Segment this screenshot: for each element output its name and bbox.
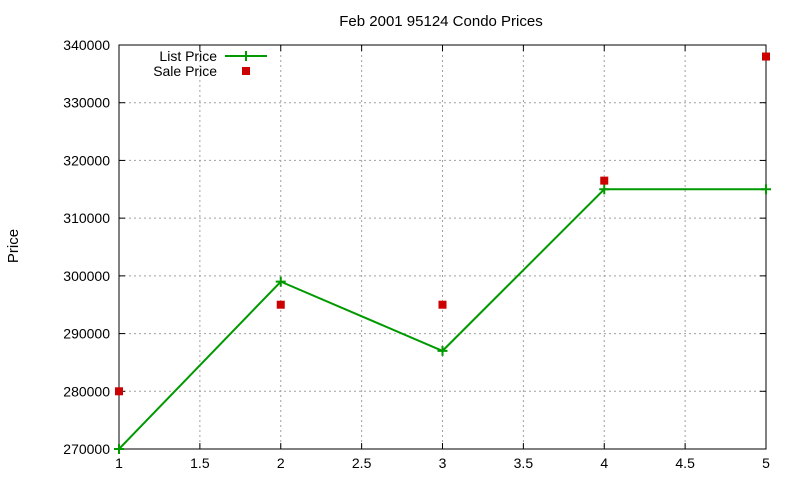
x-tick-label: 2.5 [352, 455, 372, 471]
y-tick-label: 330000 [63, 95, 110, 111]
data-point-plus [437, 345, 448, 356]
data-point-square [115, 387, 123, 396]
y-tick-label: 320000 [63, 152, 110, 168]
data-point-plus [241, 51, 251, 61]
legend-key [242, 67, 250, 75]
series-sale-price [115, 52, 770, 396]
legend-label: Sale Price [153, 63, 217, 79]
grid [119, 45, 766, 449]
y-tick-label: 310000 [63, 210, 110, 226]
x-tick-label: 1.5 [190, 455, 210, 471]
x-tick-label: 3.5 [514, 455, 534, 471]
y-tick-label: 270000 [63, 441, 110, 457]
chart-title: Feb 2001 95124 Condo Prices [339, 13, 542, 30]
y-tick-label: 300000 [63, 268, 110, 284]
data-point-square [600, 176, 609, 185]
data-point-plus [275, 276, 286, 287]
x-tick-label: 1 [115, 455, 123, 471]
series-layer [114, 52, 771, 454]
x-tick-label: 3 [439, 455, 447, 471]
x-tick-label: 4 [600, 455, 608, 471]
x-tick-label: 2 [277, 455, 285, 471]
y-tick-label: 290000 [63, 326, 110, 342]
data-point-square [242, 67, 250, 75]
legend-key [225, 51, 267, 61]
legend-label: List Price [159, 48, 217, 64]
x-axis: 1 1.5 2 2.5 3 3.5 4 4.5 5 [115, 45, 770, 471]
y-axis: 270000 280000 290000 300000 310000 320000 3300… [63, 37, 766, 457]
data-point-plus [761, 184, 771, 195]
x-tick-label: 4.5 [675, 455, 695, 471]
data-point-square [762, 52, 770, 61]
series-list-price [114, 184, 771, 454]
data-point-plus [599, 184, 610, 195]
data-point-plus [114, 444, 124, 454]
y-tick-label: 340000 [63, 37, 110, 53]
x-tick-label: 5 [762, 455, 770, 471]
data-point-square [438, 300, 447, 309]
y-axis-label: Price [5, 229, 22, 263]
y-tick-label: 280000 [63, 383, 110, 399]
data-point-square [276, 300, 285, 309]
